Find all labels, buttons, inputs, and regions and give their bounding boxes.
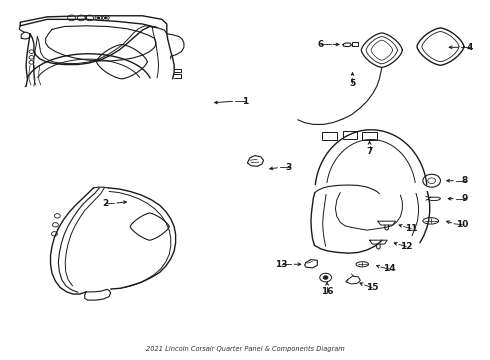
Text: 16: 16 (321, 287, 333, 296)
Text: 5: 5 (349, 79, 356, 88)
Text: 2021 Lincoln Corsair Quarter Panel & Components Diagram: 2021 Lincoln Corsair Quarter Panel & Com… (146, 346, 344, 352)
Bar (352, 42, 358, 46)
Text: 14: 14 (383, 265, 395, 274)
Text: 12: 12 (400, 242, 413, 251)
Circle shape (323, 276, 328, 279)
Circle shape (104, 17, 107, 19)
Circle shape (97, 17, 100, 19)
Text: 13: 13 (275, 260, 288, 269)
Text: 6: 6 (318, 40, 324, 49)
Text: 4: 4 (466, 43, 473, 52)
Bar (362, 132, 377, 140)
Text: 7: 7 (367, 147, 373, 156)
Text: 2: 2 (102, 199, 109, 208)
Bar (322, 132, 337, 140)
Text: 15: 15 (366, 283, 378, 292)
Text: 10: 10 (456, 220, 468, 229)
Text: 9: 9 (462, 194, 468, 203)
Text: 3: 3 (286, 163, 292, 172)
Text: 8: 8 (462, 176, 468, 185)
Text: 1: 1 (242, 96, 248, 105)
Text: 11: 11 (405, 224, 417, 233)
Bar (343, 131, 357, 139)
